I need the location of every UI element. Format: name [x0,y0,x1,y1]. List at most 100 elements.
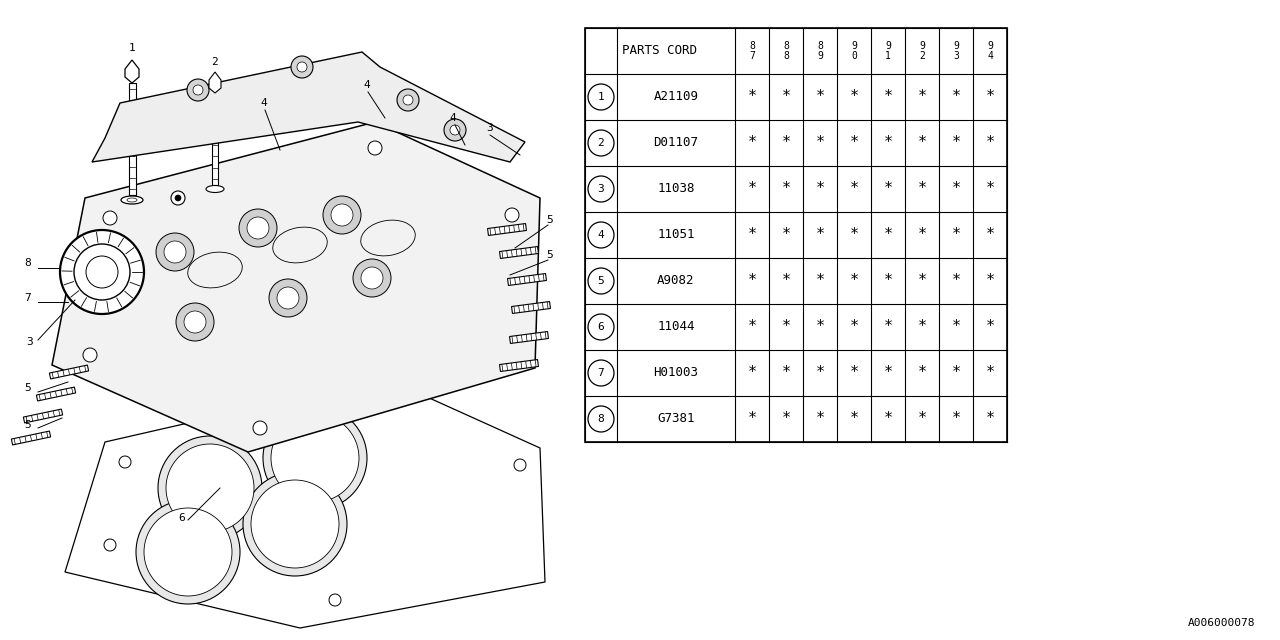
Circle shape [166,444,253,532]
Ellipse shape [122,196,143,204]
Text: *: * [781,90,791,104]
Text: 3: 3 [598,184,604,194]
Circle shape [403,95,413,105]
Circle shape [243,472,347,576]
Text: *: * [850,319,859,335]
Text: 9
4: 9 4 [987,41,993,61]
Ellipse shape [206,186,224,193]
Circle shape [86,256,118,288]
Circle shape [369,141,381,155]
Polygon shape [209,72,221,93]
Text: 11044: 11044 [657,321,695,333]
Text: 11038: 11038 [657,182,695,195]
Text: 4: 4 [261,98,268,108]
Text: *: * [815,365,824,381]
Text: 6: 6 [179,513,186,523]
Circle shape [253,421,268,435]
Text: *: * [951,412,960,426]
Text: *: * [918,412,927,426]
Text: *: * [850,90,859,104]
Circle shape [187,79,209,101]
Polygon shape [12,431,51,445]
Circle shape [247,217,269,239]
Polygon shape [23,409,63,423]
Text: 4: 4 [449,113,457,123]
Text: 5: 5 [598,276,604,286]
Text: *: * [815,136,824,150]
Text: *: * [781,227,791,243]
Polygon shape [65,378,545,628]
Text: 1: 1 [128,43,136,53]
Circle shape [389,392,401,404]
Text: 9
3: 9 3 [954,41,959,61]
Text: *: * [815,182,824,196]
Text: *: * [918,136,927,150]
Text: G7381: G7381 [657,413,695,426]
Text: 9
2: 9 2 [919,41,925,61]
Circle shape [251,480,339,568]
Polygon shape [512,301,550,314]
Text: 11051: 11051 [657,228,695,241]
Text: PARTS CORD: PARTS CORD [622,45,698,58]
Polygon shape [50,365,88,379]
Text: *: * [918,365,927,381]
Text: A006000078: A006000078 [1188,618,1254,628]
Text: *: * [951,365,960,381]
Circle shape [262,406,367,510]
Text: *: * [986,136,995,150]
Text: *: * [850,412,859,426]
Polygon shape [488,223,526,236]
Polygon shape [212,93,218,185]
Text: *: * [951,182,960,196]
Text: 5: 5 [24,420,32,430]
Text: *: * [815,273,824,289]
Text: 5: 5 [547,250,553,260]
Text: *: * [850,273,859,289]
Text: *: * [781,412,791,426]
Text: *: * [951,90,960,104]
Text: *: * [850,365,859,381]
Circle shape [136,500,241,604]
Circle shape [515,459,526,471]
Circle shape [271,414,358,502]
Circle shape [157,436,262,540]
Circle shape [104,539,116,551]
Text: 8: 8 [24,258,32,268]
Text: 3: 3 [27,337,33,347]
Text: *: * [748,365,756,381]
Circle shape [172,191,186,205]
Text: *: * [986,365,995,381]
Text: *: * [918,182,927,196]
Text: *: * [748,319,756,335]
Text: 6: 6 [598,322,604,332]
Text: *: * [748,136,756,150]
Text: *: * [883,412,892,426]
Polygon shape [509,332,548,344]
Text: D01107: D01107 [654,136,699,150]
Text: *: * [850,136,859,150]
Text: *: * [815,227,824,243]
Text: 8
8: 8 8 [783,41,788,61]
Text: *: * [781,182,791,196]
Text: 8
7: 8 7 [749,41,755,61]
Text: *: * [918,90,927,104]
Text: *: * [918,319,927,335]
Circle shape [175,195,180,201]
Circle shape [60,230,143,314]
Text: *: * [951,273,960,289]
Text: *: * [748,182,756,196]
Text: H01003: H01003 [654,367,699,380]
Text: *: * [986,319,995,335]
Text: *: * [951,227,960,243]
Polygon shape [92,52,525,162]
Text: 7: 7 [598,368,604,378]
Text: *: * [951,319,960,335]
Text: *: * [883,227,892,243]
Circle shape [164,241,186,263]
Circle shape [329,594,340,606]
Text: *: * [986,90,995,104]
Circle shape [193,85,204,95]
Text: 5: 5 [24,383,32,393]
Text: 5: 5 [547,215,553,225]
Circle shape [143,508,232,596]
